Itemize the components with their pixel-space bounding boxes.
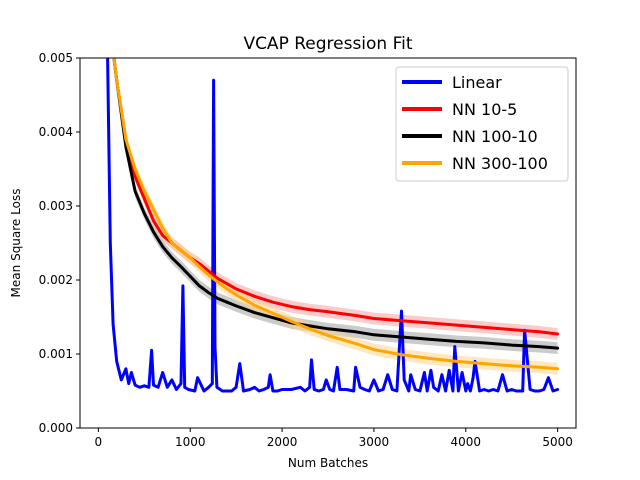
x-tick-label: 5000 (542, 435, 573, 449)
y-tick-label: 0.004 (39, 125, 73, 139)
y-axis-label: Mean Square Loss (9, 189, 23, 298)
plot-content (106, 58, 560, 393)
x-axis-label: Num Batches (288, 456, 368, 470)
x-tick-label: 4000 (451, 435, 482, 449)
series-line-2 (112, 58, 560, 350)
chart-title: VCAP Regression Fit (243, 34, 412, 54)
plot-frame (79, 57, 577, 429)
legend-label-0: Linear (452, 73, 502, 92)
y-tick-label: 0.005 (39, 51, 73, 65)
y-tick-label: 0.000 (39, 421, 73, 435)
series-line-0 (106, 58, 560, 393)
axes: 0 1000 2000 3000 4000 5000 0.000 0.001 0.002 0.00… (39, 51, 573, 449)
legend-box (395, 66, 569, 182)
legend-label-3: NN 300-100 (452, 154, 548, 173)
y-tick-label: 0.001 (39, 347, 73, 361)
legend: Linear NN 10-5 NN 100-10 NN 300-100 (395, 66, 569, 182)
legend-label-2: NN 100-10 (452, 127, 538, 146)
series-line-1 (112, 58, 560, 336)
x-tick-label: 2000 (267, 435, 298, 449)
y-tick-label: 0.002 (39, 273, 73, 287)
x-tick-label: 3000 (359, 435, 390, 449)
series-line-3 (112, 58, 560, 371)
legend-label-1: NN 10-5 (452, 100, 517, 119)
x-tick-label: 0 (95, 435, 103, 449)
x-tick-label: 1000 (175, 435, 206, 449)
y-tick-label: 0.003 (39, 199, 73, 213)
